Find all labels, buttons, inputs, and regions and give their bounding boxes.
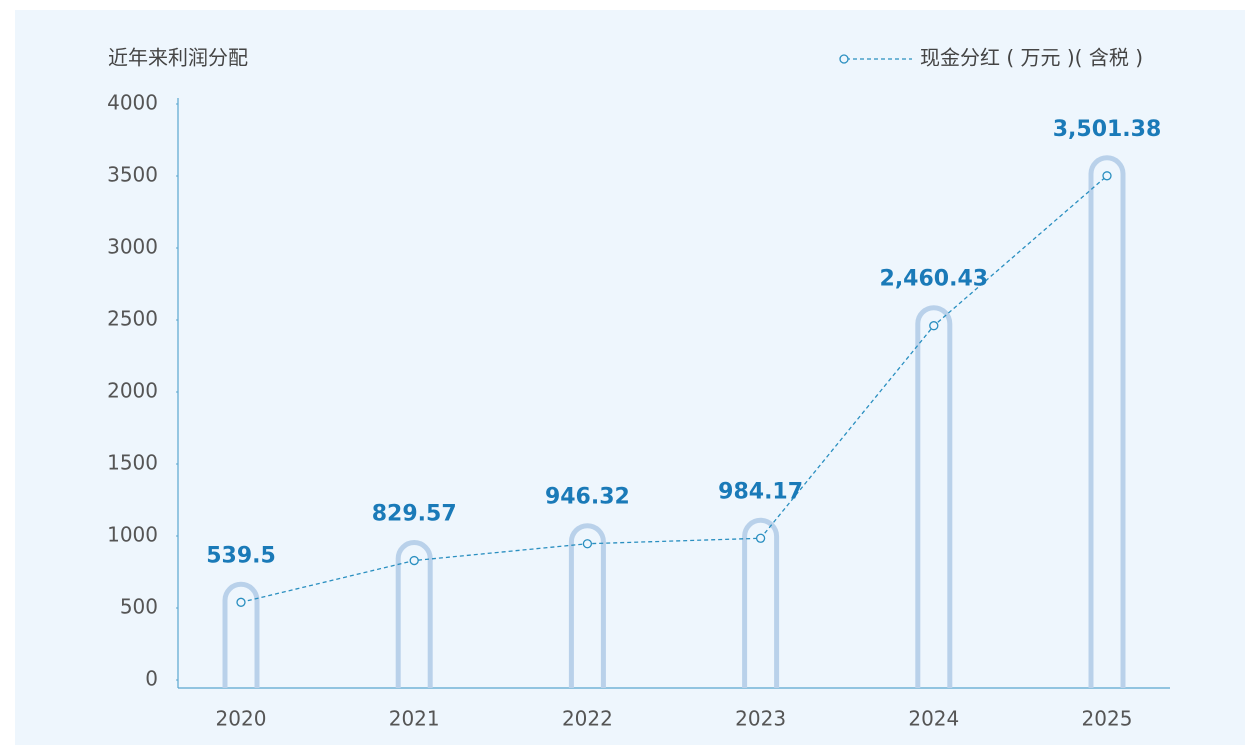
x-tick-label: 2023: [735, 707, 786, 731]
bar: [1088, 155, 1126, 688]
x-tick-label: 2022: [562, 707, 613, 731]
y-tick-label: 4000: [107, 91, 158, 115]
y-tick-label: 2000: [107, 379, 158, 403]
legend-marker: [839, 54, 849, 64]
point: [929, 321, 939, 331]
data-label: 539.5: [206, 543, 276, 568]
data-label: 984.17: [718, 479, 803, 504]
bar: [395, 540, 433, 688]
data-label: 829.57: [372, 502, 457, 527]
point: [236, 597, 246, 607]
data-label: 3,501.38: [1053, 117, 1162, 142]
y-tick-label: 0: [145, 667, 158, 691]
point: [409, 555, 419, 566]
y-tick-label: 2500: [107, 307, 158, 331]
point: [582, 539, 593, 549]
data-label: 2,460.43: [880, 267, 989, 292]
line: [240, 175, 1108, 603]
y-tick-label: 3500: [107, 163, 158, 187]
bar: [915, 305, 953, 688]
y-tick-label: 3000: [107, 235, 158, 259]
x-tick-label: 2021: [389, 707, 440, 731]
point: [1102, 171, 1112, 181]
y-tick-label: 1000: [107, 523, 158, 547]
panel: [15, 10, 1245, 745]
bar: [222, 581, 260, 688]
bar: [742, 517, 780, 688]
point: [755, 533, 766, 543]
x-tick-label: 2025: [1082, 707, 1133, 731]
data-label: 946.32: [545, 485, 630, 510]
legend-label: 现金分红 ( 万元 )( 含税 ): [920, 46, 1143, 70]
x-tick-label: 2024: [908, 707, 959, 731]
x-tick-label: 2020: [216, 707, 267, 731]
y-tick-label: 500: [120, 595, 158, 619]
y-tick-label: 1500: [107, 451, 158, 475]
chart-title: 近年来利润分配: [108, 46, 248, 70]
bar: [568, 523, 606, 688]
